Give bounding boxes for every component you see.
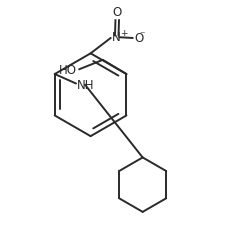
Text: ⁻: ⁻ (139, 30, 145, 40)
Text: O: O (113, 6, 122, 19)
Text: HO: HO (59, 64, 77, 77)
Text: +: + (120, 29, 128, 38)
Text: O: O (134, 32, 144, 45)
Text: N: N (111, 31, 120, 44)
Text: NH: NH (77, 79, 95, 92)
